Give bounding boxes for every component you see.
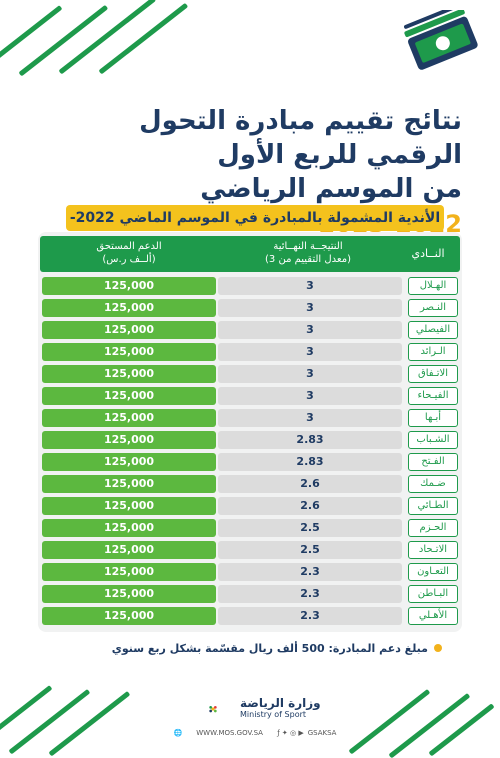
footer-website: WWW.MOS.GOV.SA	[196, 729, 263, 737]
table-row: 125,000 2.6 ضـمك	[42, 475, 458, 493]
support-cell: 125,000	[42, 519, 216, 537]
club-cell: الفـتح	[408, 453, 458, 471]
footer: 🌐 WWW.MOS.GOV.SA ƒ ✦ ◎ ▶ GSAKSA	[0, 729, 500, 737]
logo-en: Ministry of Sport	[240, 710, 307, 719]
support-cell: 125,000	[42, 563, 216, 581]
bullet-icon	[434, 644, 442, 652]
club-cell: أبـها	[408, 409, 458, 427]
result-cell: 2.6	[218, 497, 402, 515]
ministry-logo-text: وزارة الرياضة Ministry of Sport	[240, 696, 321, 720]
title-line-1: نتائج تقييم مبادرة التحول الرقمي للربع ا…	[139, 106, 462, 170]
support-cell: 125,000	[42, 299, 216, 317]
header-club: النــادي	[411, 247, 445, 260]
table-row: 125,000 3 الفيصلي	[42, 321, 458, 339]
table-row: 125,000 3 الفيـحاء	[42, 387, 458, 405]
club-cell: الطـائي	[408, 497, 458, 515]
table-header: النــادي النتيجــة النهــائية (معدل التق…	[40, 236, 460, 272]
support-note: مبلغ دعم المبادرة: 500 ألف ريال مقسّمة ب…	[112, 642, 442, 655]
header-result: النتيجــة النهــائية (معدل التقييم من 3)	[218, 240, 398, 266]
club-cell: الحـزم	[408, 519, 458, 537]
club-cell: الهـلال	[408, 277, 458, 295]
club-cell: الاتـفاق	[408, 365, 458, 383]
globe-icon: 🌐	[173, 729, 183, 737]
result-cell: 2.5	[218, 541, 402, 559]
table-row: 125,000 2.3 البـاطن	[42, 585, 458, 603]
header-result-l1: النتيجــة النهــائية	[273, 241, 343, 252]
support-cell: 125,000	[42, 541, 216, 559]
result-cell: 2.3	[218, 585, 402, 603]
header-support: الدعم المستحق (ألــف ر.س)	[42, 240, 216, 266]
result-cell: 3	[218, 321, 402, 339]
footer-social: GSAKSA	[307, 729, 337, 737]
support-cell: 125,000	[42, 453, 216, 471]
support-cell: 125,000	[42, 431, 216, 449]
club-cell: الـرائد	[408, 343, 458, 361]
table-row: 125,000 2.3 الأهـلي	[42, 607, 458, 625]
result-cell: 2.83	[218, 453, 402, 471]
result-cell: 3	[218, 299, 402, 317]
ministry-logo-icon	[209, 706, 217, 713]
support-cell: 125,000	[42, 409, 216, 427]
result-cell: 3	[218, 365, 402, 383]
result-cell: 3	[218, 409, 402, 427]
table-row: 125,000 3 النـصر	[42, 299, 458, 317]
club-cell: الأهـلي	[408, 607, 458, 625]
result-cell: 2.83	[218, 431, 402, 449]
top-left-stripes	[0, 0, 200, 90]
table-row: 125,000 2.83 الشـباب	[42, 431, 458, 449]
bottom-right-stripes	[340, 650, 500, 758]
table-row: 125,000 2.83 الفـتح	[42, 453, 458, 471]
table-row: 125,000 3 أبـها	[42, 409, 458, 427]
result-cell: 3	[218, 387, 402, 405]
club-cell: الفيصلي	[408, 321, 458, 339]
club-cell: التعـاون	[408, 563, 458, 581]
support-note-text: مبلغ دعم المبادرة: 500 ألف ريال مقسّمة ب…	[111, 642, 428, 655]
title-line-2: من الموسم الرياضي	[200, 174, 462, 204]
table-row: 125,000 3 الاتـفاق	[42, 365, 458, 383]
result-cell: 2.3	[218, 563, 402, 581]
support-cell: 125,000	[42, 321, 216, 339]
result-cell: 2.3	[218, 607, 402, 625]
support-cell: 125,000	[42, 497, 216, 515]
club-cell: ضـمك	[408, 475, 458, 493]
support-cell: 125,000	[42, 585, 216, 603]
bottom-left-stripes	[0, 660, 160, 757]
support-cell: 125,000	[42, 343, 216, 361]
support-cell: 125,000	[42, 475, 216, 493]
support-cell: 125,000	[42, 277, 216, 295]
clubs-banner: الأندية المشمولة بالمبادرة في الموسم الم…	[66, 205, 444, 252]
support-cell: 125,000	[42, 607, 216, 625]
table-row: 125,000 2.5 الحـزم	[42, 519, 458, 537]
result-cell: 2.6	[218, 475, 402, 493]
club-cell: الشـباب	[408, 431, 458, 449]
header-support-l1: الدعم المستحق	[96, 241, 162, 252]
header-support-l2: (ألــف ر.س)	[102, 254, 156, 265]
social-icons: ƒ ✦ ◎ ▶	[277, 729, 304, 737]
club-cell: الاتـحاد	[408, 541, 458, 559]
table-row: 125,000 2.3 التعـاون	[42, 563, 458, 581]
result-cell: 3	[218, 343, 402, 361]
table-row: 125,000 3 الـرائد	[42, 343, 458, 361]
result-cell: 3	[218, 277, 402, 295]
money-icon	[404, 10, 478, 70]
support-cell: 125,000	[42, 387, 216, 405]
club-cell: النـصر	[408, 299, 458, 317]
club-cell: البـاطن	[408, 585, 458, 603]
table-row: 125,000 2.5 الاتـحاد	[42, 541, 458, 559]
table-row: 125,000 3 الهـلال	[42, 277, 458, 295]
table-row: 125,000 2.6 الطـائي	[42, 497, 458, 515]
support-cell: 125,000	[42, 365, 216, 383]
club-cell: الفيـحاء	[408, 387, 458, 405]
header-result-l2: (معدل التقييم من 3)	[265, 254, 351, 265]
result-cell: 2.5	[218, 519, 402, 537]
logo-ar: وزارة الرياضة	[240, 696, 321, 710]
